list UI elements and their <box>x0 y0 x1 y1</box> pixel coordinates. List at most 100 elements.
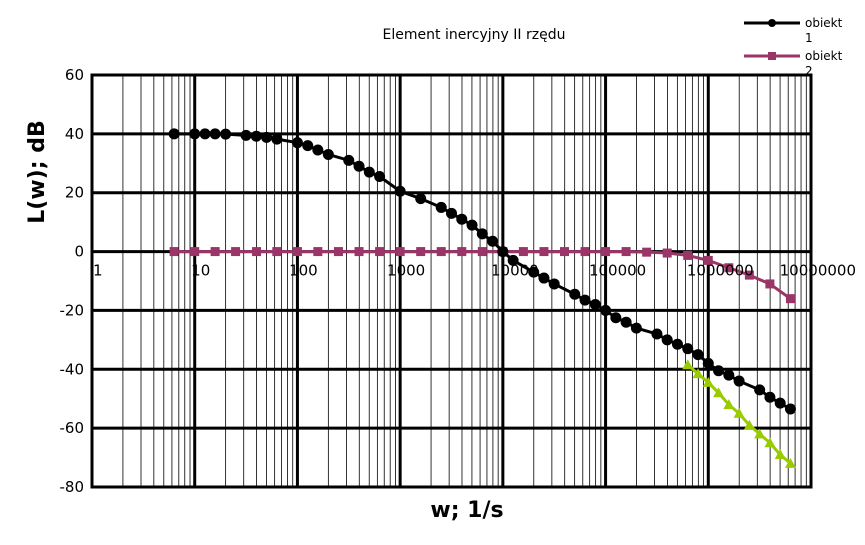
series-2-point <box>744 270 754 280</box>
series-1-point <box>651 328 663 340</box>
series-2-point <box>395 247 405 257</box>
y-tick-labels: 60 40 20 0 -20 -40 -60 -80 <box>60 66 85 496</box>
series-1-point <box>394 185 406 197</box>
series-3-point <box>713 387 725 398</box>
series-1-point <box>548 278 560 290</box>
series-2-point <box>662 248 672 258</box>
series-1-point <box>620 316 632 328</box>
series-1-point <box>630 322 642 334</box>
series-1-point <box>702 357 714 369</box>
series-3-point <box>733 407 745 418</box>
series-1-point <box>189 128 201 140</box>
series-1-point <box>784 403 796 415</box>
series-1-point <box>589 299 601 311</box>
series-2-point <box>457 247 467 257</box>
series-2-point <box>313 247 323 257</box>
series-2-point <box>354 247 364 257</box>
series-1-point <box>692 349 704 361</box>
x-tick-label: 1 <box>93 262 103 280</box>
series-2-point <box>785 294 795 304</box>
series-1-point <box>322 148 334 160</box>
x-tick-label: 1000000 <box>687 262 754 280</box>
series-1-point <box>600 304 612 316</box>
series-3 <box>682 359 796 468</box>
series-1-point <box>671 338 683 350</box>
series-1-point <box>774 397 786 409</box>
y-tick-label: -40 <box>60 360 85 378</box>
y-tick-label: 40 <box>65 125 84 143</box>
series-1-point <box>168 128 180 140</box>
series-1-point <box>610 312 622 324</box>
y-tick-label: 60 <box>65 66 84 84</box>
series-2-point <box>252 247 262 257</box>
series-1-point <box>302 140 314 152</box>
series-1-point <box>343 154 355 166</box>
series-1-point <box>199 128 211 140</box>
x-tick-label: 10 <box>191 262 210 280</box>
series-1-point <box>764 391 776 403</box>
series-1-point <box>682 343 694 355</box>
series-3-point <box>784 457 796 468</box>
series-3-point <box>702 377 714 387</box>
series-3-point <box>682 359 694 370</box>
series-2-point <box>169 247 179 257</box>
minor-grid <box>122 75 807 487</box>
series-1-point <box>445 207 457 219</box>
legend-marker <box>768 19 776 27</box>
series-3-point <box>754 428 766 439</box>
x-tick-label: 10000 <box>491 262 539 280</box>
series-1-point <box>312 144 324 156</box>
series-1-point <box>497 246 509 258</box>
series-2-point <box>642 247 652 257</box>
series-2-point <box>765 279 775 289</box>
series-1-point <box>209 128 221 140</box>
series-1-point <box>353 160 365 172</box>
series-1-point <box>507 254 519 266</box>
x-axis-label: w; 1/s <box>430 498 503 523</box>
series-2 <box>169 247 795 304</box>
series-1-point <box>435 201 447 213</box>
series-1-point <box>363 166 375 178</box>
series-2-point <box>436 247 446 257</box>
series-1-point <box>723 369 735 381</box>
series-1-point <box>476 228 488 240</box>
series-2-point <box>518 247 528 257</box>
legend-label: obiekt <box>805 16 843 30</box>
x-tick-label: 100000 <box>589 262 646 280</box>
series-1-point <box>466 219 478 231</box>
major-grid <box>90 73 813 489</box>
series-1-point <box>538 272 550 284</box>
series-2-point <box>210 247 220 257</box>
series-2-point <box>703 255 713 265</box>
legend-marker <box>768 52 776 60</box>
series-2-point <box>477 247 487 257</box>
series-3-point <box>692 368 704 379</box>
series-3-point <box>764 437 776 448</box>
x-tick-label: 10000000 <box>780 262 856 280</box>
x-tick-label: 1000 <box>387 262 425 280</box>
series-1-point <box>713 365 725 377</box>
series-3-point <box>743 419 755 430</box>
series-1-point <box>456 213 468 225</box>
series-2-point <box>539 247 549 257</box>
series-1-point <box>569 288 581 300</box>
legend-label: obiekt <box>805 49 843 63</box>
series-2-point <box>683 250 693 260</box>
series-1-point <box>271 133 283 145</box>
series-2-point <box>292 247 302 257</box>
series-2-point <box>724 263 734 273</box>
series-1-point <box>579 294 591 306</box>
series-1-point <box>240 129 252 141</box>
y-axis-label: L(w); dB <box>25 120 50 223</box>
y-tick-label: -80 <box>60 478 85 496</box>
series-1 <box>168 128 796 415</box>
x-tick-label: 100 <box>289 262 318 280</box>
series-2-point <box>601 247 611 257</box>
series-2-point <box>190 247 200 257</box>
series-1-point <box>220 128 232 140</box>
series-3-point <box>723 399 735 409</box>
chart-title: Element inercyjny II rzędu <box>383 27 566 43</box>
x-tick-labels: 1 10 100 1000 10000 100000 1000000 10000000 <box>93 262 856 280</box>
